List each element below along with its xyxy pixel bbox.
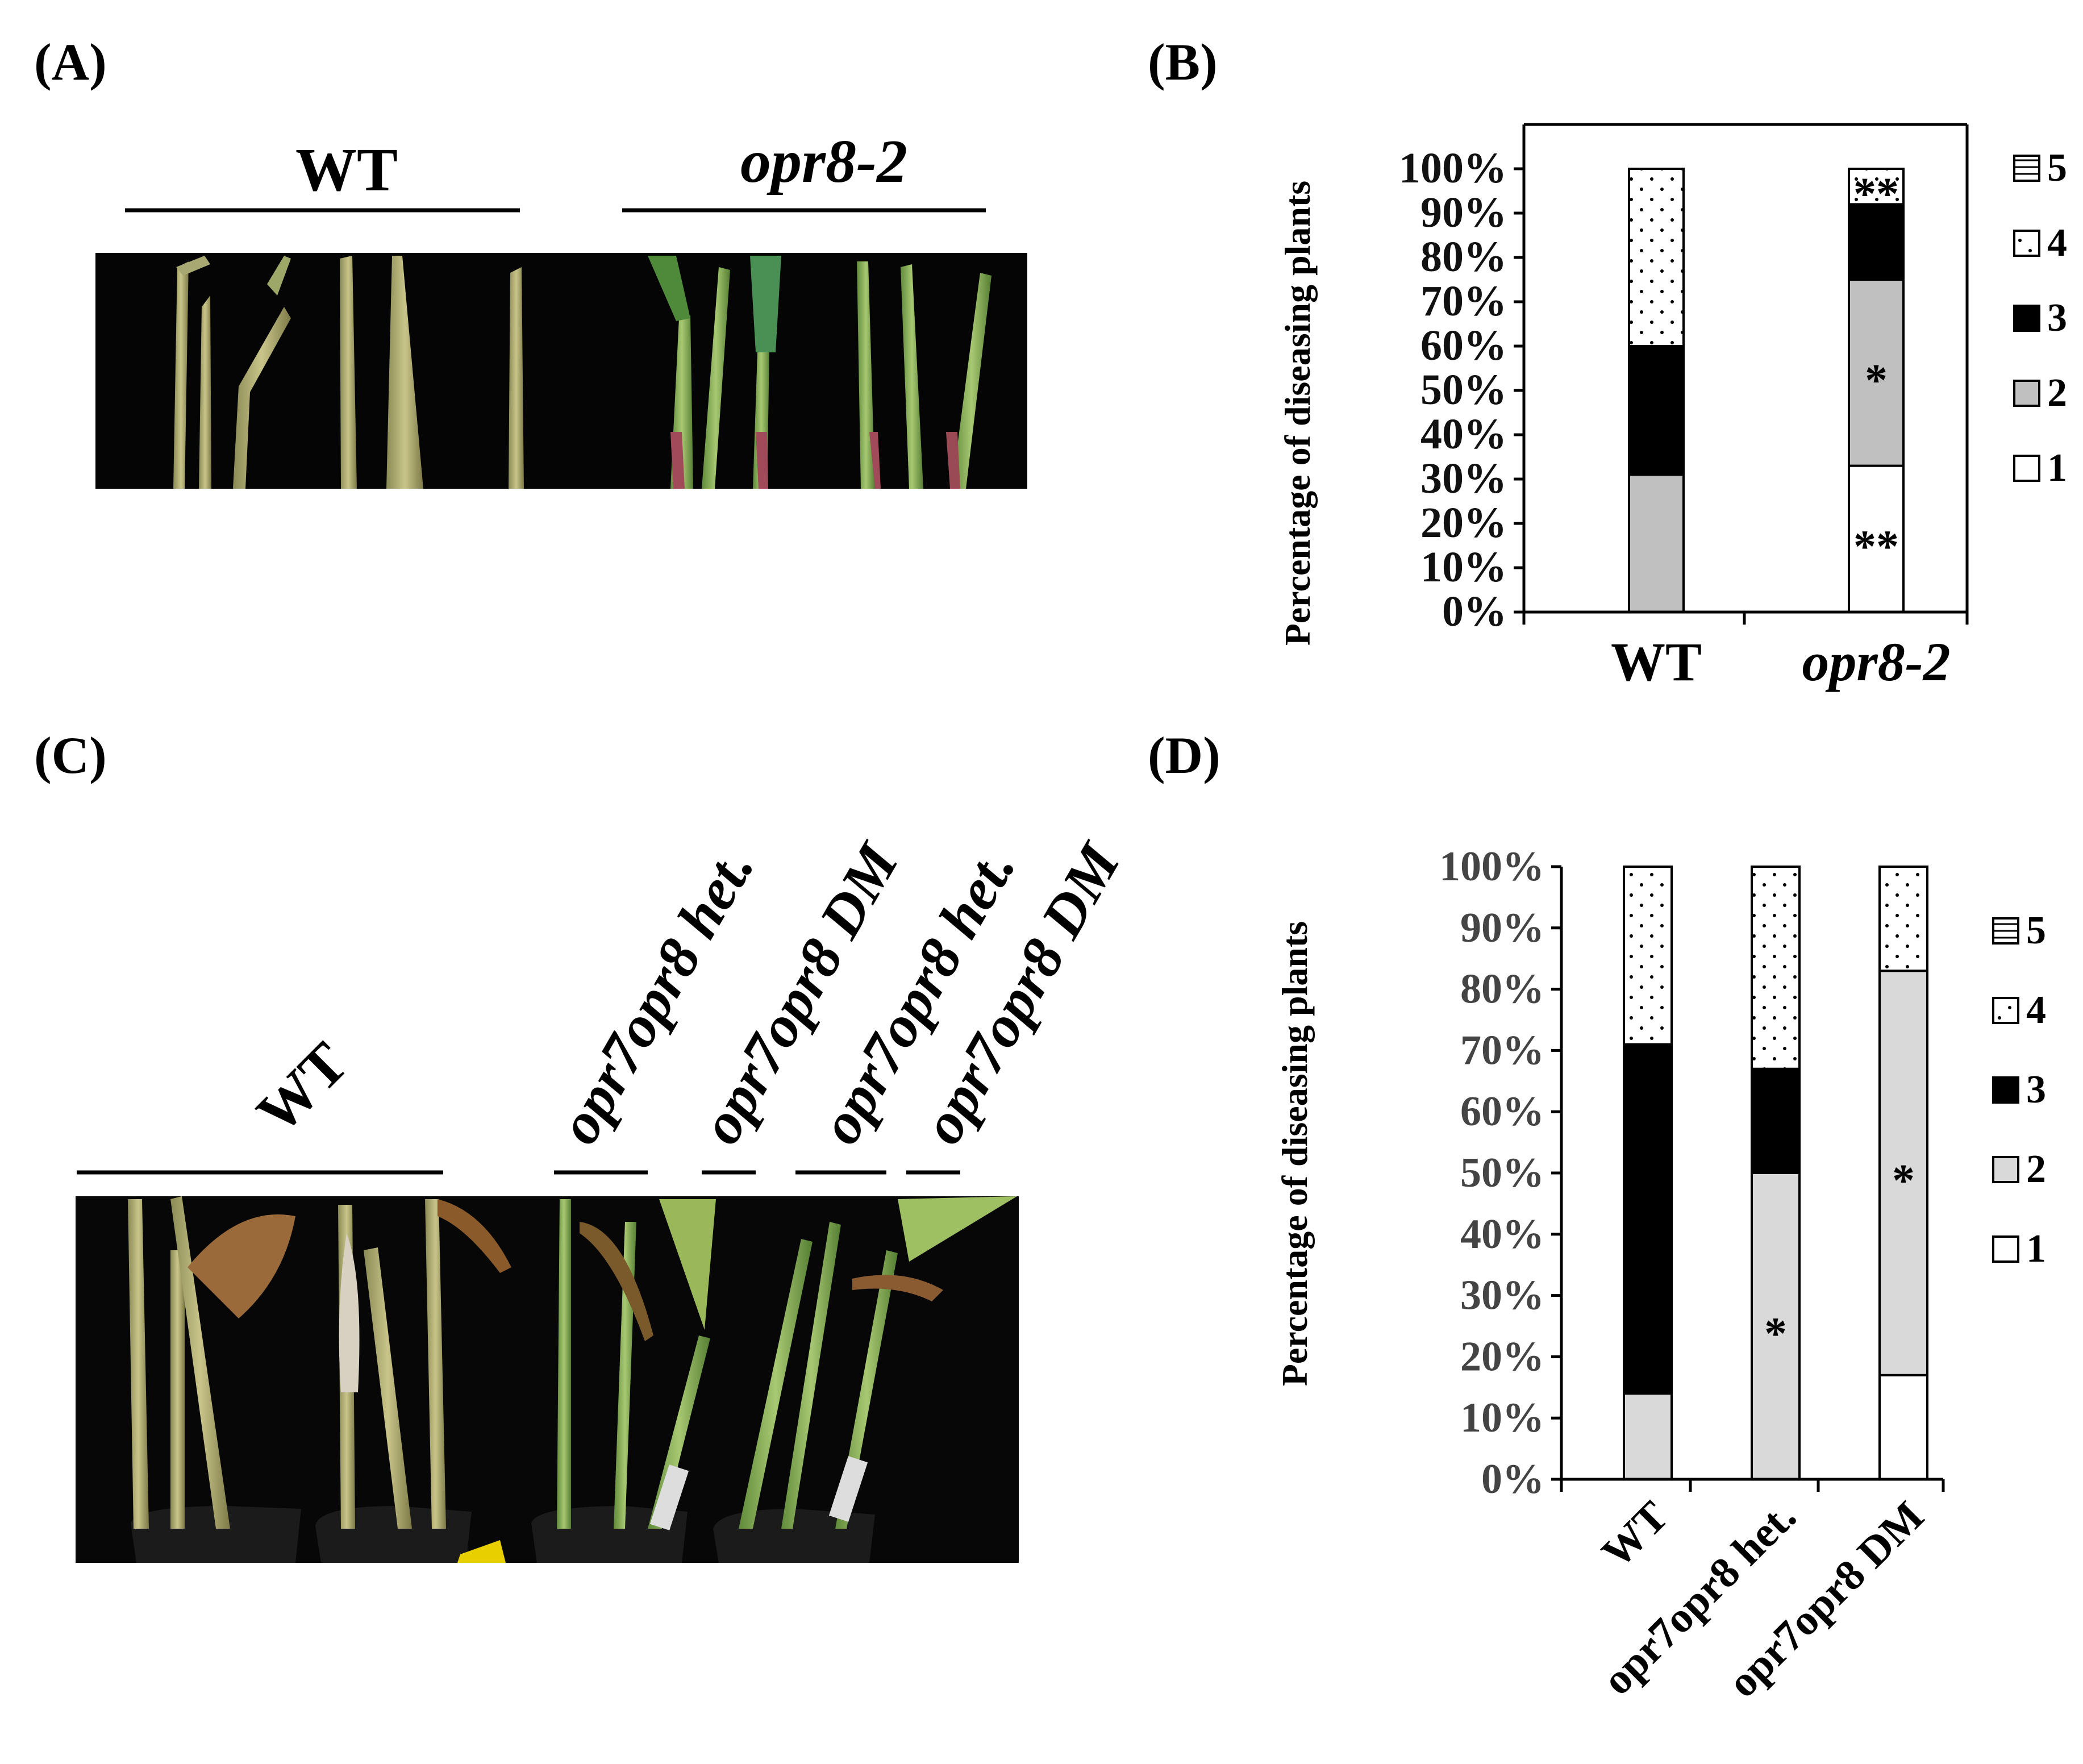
d-ytick-label: 10% — [1460, 1395, 1544, 1441]
d-ytick-label: 0% — [1481, 1456, 1544, 1503]
panel-c-photo — [76, 1196, 1019, 1563]
panel-a: (A) WT opr8-2 — [34, 33, 1027, 489]
b-ytick-label: 100% — [1399, 144, 1507, 192]
b-bar-segment — [1848, 168, 1905, 206]
d-significance-mark: * — [1764, 1309, 1787, 1359]
b-legend-label: 1 — [2047, 446, 2067, 490]
chart-d-ylabel: Percentage of diseasing plants — [1274, 921, 1315, 1386]
b-ytick-label: 60% — [1420, 322, 1507, 369]
b-ytick-label: 30% — [1420, 455, 1507, 502]
d-ytick-label: 60% — [1460, 1088, 1544, 1135]
b-significance-mark: ** — [1853, 169, 1899, 219]
b-xtick-label: WT — [1611, 631, 1702, 692]
d-ytick-label: 80% — [1460, 966, 1544, 1013]
b-legend-swatch — [2013, 305, 2040, 332]
d-bar-segment — [1751, 1067, 1801, 1174]
d-significance-mark: * — [1892, 1156, 1915, 1206]
d-ytick-label: 30% — [1460, 1272, 1544, 1319]
d-ytick-label: 70% — [1460, 1027, 1544, 1074]
d-bar-segment — [1623, 1392, 1673, 1481]
d-bar-segment — [1623, 866, 1673, 1046]
d-legend-swatch — [1992, 917, 2019, 945]
d-legend-label: 3 — [2026, 1068, 2046, 1112]
d-bar-segment — [1623, 1043, 1673, 1395]
panel-d-label: (D) — [1148, 726, 1220, 784]
panel-c-group-wt: WT — [244, 1030, 360, 1146]
d-legend-label: 5 — [2026, 909, 2046, 952]
d-bar-segment — [1878, 970, 1928, 1376]
panel-c-label: (C) — [34, 726, 107, 784]
b-legend-label: 2 — [2047, 371, 2067, 415]
b-ytick-label: 90% — [1420, 189, 1507, 236]
d-ytick-label: 90% — [1460, 905, 1544, 951]
b-legend-swatch — [2013, 230, 2040, 257]
panel-d: (D) Percentage of diseasing plants 0% 10%… — [1148, 726, 2046, 1707]
d-ytick-label: 40% — [1460, 1211, 1544, 1258]
b-significance-mark: * — [1865, 356, 1888, 406]
panel-a-label: (A) — [34, 33, 107, 91]
d-ytick-label: 50% — [1460, 1150, 1544, 1196]
b-ytick-label: 70% — [1420, 277, 1507, 325]
b-legend-swatch — [2013, 380, 2040, 407]
panel-a-photo — [95, 253, 1027, 489]
d-ytick-label: 20% — [1460, 1333, 1544, 1380]
panel-a-group-opr8-2: opr8-2 — [740, 128, 907, 195]
b-ytick-label: 10% — [1420, 543, 1507, 591]
b-legend-label: 3 — [2047, 296, 2067, 340]
d-legend-label: 1 — [2026, 1227, 2046, 1271]
d-legend-swatch — [1992, 1235, 2019, 1263]
b-bar-segment — [1628, 473, 1685, 614]
d-xtick-label: WT — [1593, 1492, 1677, 1577]
d-ytick-label: 100% — [1439, 843, 1544, 890]
b-bar-segment — [1848, 203, 1905, 281]
d-legend-swatch — [1992, 1076, 2019, 1104]
b-ytick-label: 0% — [1442, 588, 1507, 635]
b-legend-swatch — [2013, 455, 2040, 482]
d-bar-segment — [1751, 866, 1801, 1070]
d-legend-swatch — [1992, 997, 2019, 1024]
b-ytick-label: 20% — [1420, 499, 1507, 547]
d-bar-segment — [1878, 1374, 1928, 1480]
panel-b: (B) Percentage of diseasing plants 0%10%… — [1148, 33, 2067, 692]
chart-b-ylabel: Percentage of diseasing plants — [1277, 181, 1318, 646]
b-bar-segment — [1628, 168, 1685, 347]
d-bar-segment — [1878, 866, 1928, 972]
b-ytick-label: 50% — [1420, 366, 1507, 414]
panel-b-label: (B) — [1148, 33, 1218, 91]
b-xtick-label: opr8-2 — [1802, 631, 1950, 692]
panel-a-group-wt: WT — [295, 136, 398, 204]
chart-b: Percentage of diseasing plants 0%10%20%3… — [1277, 123, 2067, 692]
chart-d: Percentage of diseasing plants 0% 10% 20% 3… — [1274, 843, 2046, 1707]
b-legend-label: 4 — [2047, 221, 2067, 265]
b-significance-mark: ** — [1853, 522, 1899, 572]
b-legend-label: 5 — [2047, 146, 2067, 190]
d-legend-swatch — [1992, 1156, 2019, 1183]
d-legend-label: 2 — [2026, 1147, 2046, 1191]
panel-c: (C) WT opr7opr8 het. opr7opr8 DM opr7opr… — [34, 726, 1134, 1563]
d-legend-label: 4 — [2026, 988, 2046, 1032]
b-bar-segment — [1628, 345, 1685, 476]
b-ytick-label: 80% — [1420, 233, 1507, 281]
d-bar-segment — [1751, 1172, 1801, 1480]
b-ytick-label: 40% — [1420, 410, 1507, 458]
b-legend-swatch — [2013, 155, 2040, 182]
